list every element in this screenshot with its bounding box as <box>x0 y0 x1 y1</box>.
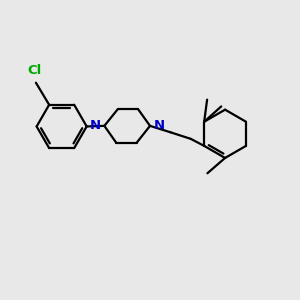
Text: N: N <box>90 119 101 132</box>
Text: Cl: Cl <box>27 64 42 77</box>
Text: N: N <box>154 119 165 132</box>
